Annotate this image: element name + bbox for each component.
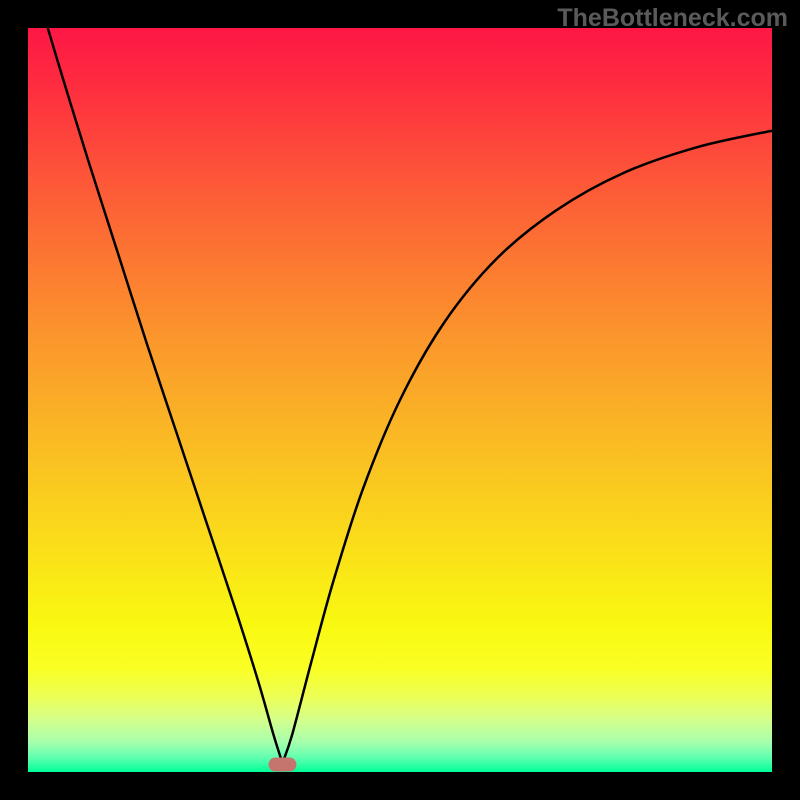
plot-area [28,28,772,772]
minimum-marker [268,758,296,772]
chart-container: TheBottleneck.com [0,0,800,800]
chart-svg [28,28,772,772]
